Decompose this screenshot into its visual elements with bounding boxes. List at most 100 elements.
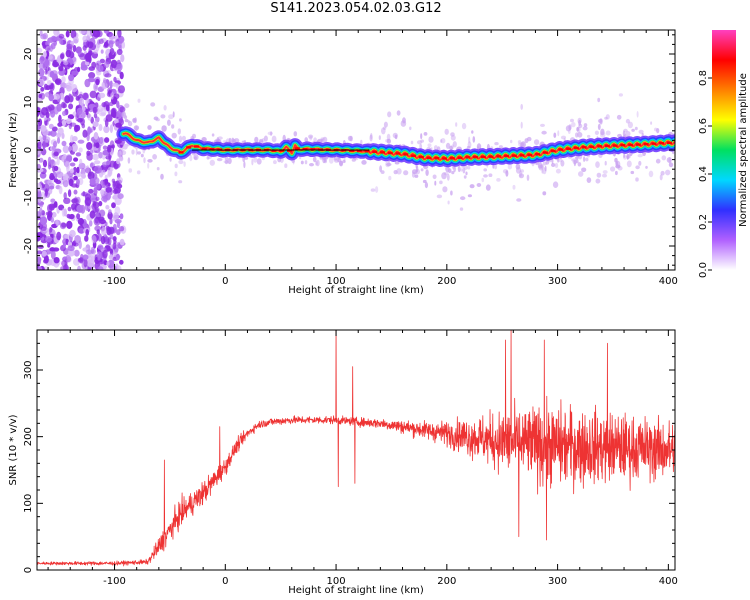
noise-blob (103, 61, 110, 68)
halo-speck (558, 157, 563, 163)
noise-blob (80, 253, 84, 262)
noise-blob (118, 85, 125, 94)
halo-speck (505, 170, 509, 177)
noise-blob (96, 251, 102, 259)
halo-speck (502, 169, 509, 174)
noise-blob (119, 213, 124, 220)
ridge-peak (628, 143, 634, 147)
noise-blob (118, 37, 124, 44)
spectrogram-heatmap (37, 30, 675, 270)
noise-blob (66, 155, 73, 163)
noise-blob (51, 149, 56, 158)
noise-blob (89, 210, 96, 219)
halo-speck (273, 160, 277, 165)
noise-blob (43, 83, 48, 91)
noise-blob (72, 45, 77, 53)
noise-blob (102, 145, 108, 150)
halo-speck (450, 132, 455, 137)
halo-speck (393, 170, 398, 175)
noise-blob (62, 175, 67, 182)
noise-blob (72, 36, 79, 44)
noise-blob (71, 136, 78, 142)
halo-speck (137, 98, 141, 103)
noise-blob (82, 35, 88, 43)
noise-blob (44, 68, 48, 75)
colorbar-tick-label: 0.2 (698, 214, 709, 230)
ridge-peak (620, 144, 626, 147)
halo-speck (446, 173, 450, 181)
noise-blob (76, 178, 80, 186)
noise-blob (72, 242, 79, 247)
noise-blob (91, 235, 97, 244)
noise-blob (39, 56, 45, 65)
ridge-peak (504, 154, 510, 158)
noise-blob (108, 101, 114, 107)
halo-speck (461, 122, 467, 130)
halo-speck (131, 149, 135, 155)
halo-speck (582, 126, 588, 131)
halo-speck (661, 155, 667, 161)
halo-speck (128, 168, 133, 173)
noise-blob (103, 79, 109, 84)
halo-speck (602, 173, 607, 178)
halo-speck (253, 156, 258, 163)
halo-speck (436, 194, 443, 199)
halo-speck (396, 110, 401, 116)
noise-blob (88, 220, 93, 227)
noise-blob (84, 235, 89, 242)
noise-blob (61, 208, 65, 217)
noise-blob (64, 95, 71, 104)
ridge-peak (356, 149, 362, 153)
noise-blob (39, 216, 48, 225)
halo-speck (160, 114, 166, 119)
noise-blob (94, 207, 100, 213)
halo-speck (433, 145, 438, 151)
halo-speck (459, 207, 464, 211)
noise-blob (76, 204, 84, 213)
halo-speck (381, 127, 386, 135)
noise-blob (115, 122, 122, 128)
ridge-peak (550, 149, 556, 153)
ridge-peak (434, 157, 440, 160)
halo-speck (519, 170, 522, 177)
noise-blob (105, 191, 111, 201)
noise-blob (39, 207, 43, 216)
noise-blob (107, 166, 113, 175)
snr-ticks: -100 0 100 200 300 400 0 100 200 300 (23, 329, 678, 587)
halo-speck (127, 120, 133, 127)
noise-blob (40, 226, 47, 231)
halo-speck (284, 163, 288, 168)
noise-blob (85, 108, 89, 116)
halo-speck (452, 141, 457, 148)
halo-speck (630, 170, 635, 175)
halo-speck (576, 127, 580, 132)
halo-speck (586, 177, 592, 184)
halo-speck (512, 184, 516, 190)
halo-speck (169, 157, 172, 162)
ridge-peak (511, 154, 517, 157)
halo-speck (575, 156, 579, 160)
colorbar-label: Normalized spectral amplitude (738, 73, 749, 227)
noise-blob (112, 236, 117, 242)
noise-blob (108, 160, 117, 168)
y-tick-label: 100 (23, 494, 34, 513)
noise-blob (68, 74, 75, 82)
halo-speck (201, 137, 207, 142)
noise-blob (75, 152, 82, 157)
halo-speck (370, 188, 376, 192)
noise-blob (50, 198, 56, 203)
y-tick-label: 10 (23, 96, 34, 109)
halo-speck (604, 116, 608, 120)
halo-speck (587, 134, 591, 138)
noise-blob (109, 232, 114, 240)
noise-blob (44, 58, 51, 68)
halo-speck (494, 142, 499, 146)
halo-speck (465, 171, 468, 176)
ridge-peak (457, 156, 463, 159)
noise-blob (38, 78, 45, 86)
halo-speck (575, 159, 579, 164)
noise-blob (47, 204, 53, 213)
halo-speck (544, 165, 547, 172)
halo-speck (627, 121, 634, 129)
